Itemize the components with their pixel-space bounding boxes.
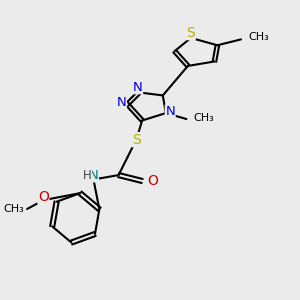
Text: CH₃: CH₃ xyxy=(193,113,214,123)
Text: N: N xyxy=(133,81,142,94)
Text: S: S xyxy=(132,133,141,147)
Text: N: N xyxy=(117,96,126,109)
Text: O: O xyxy=(38,190,49,204)
Text: H: H xyxy=(82,169,91,182)
Text: O: O xyxy=(148,174,158,188)
Text: N: N xyxy=(88,169,98,182)
Text: N: N xyxy=(165,105,175,118)
Text: CH₃: CH₃ xyxy=(3,204,24,214)
Text: CH₃: CH₃ xyxy=(248,32,269,42)
Text: S: S xyxy=(187,26,195,40)
